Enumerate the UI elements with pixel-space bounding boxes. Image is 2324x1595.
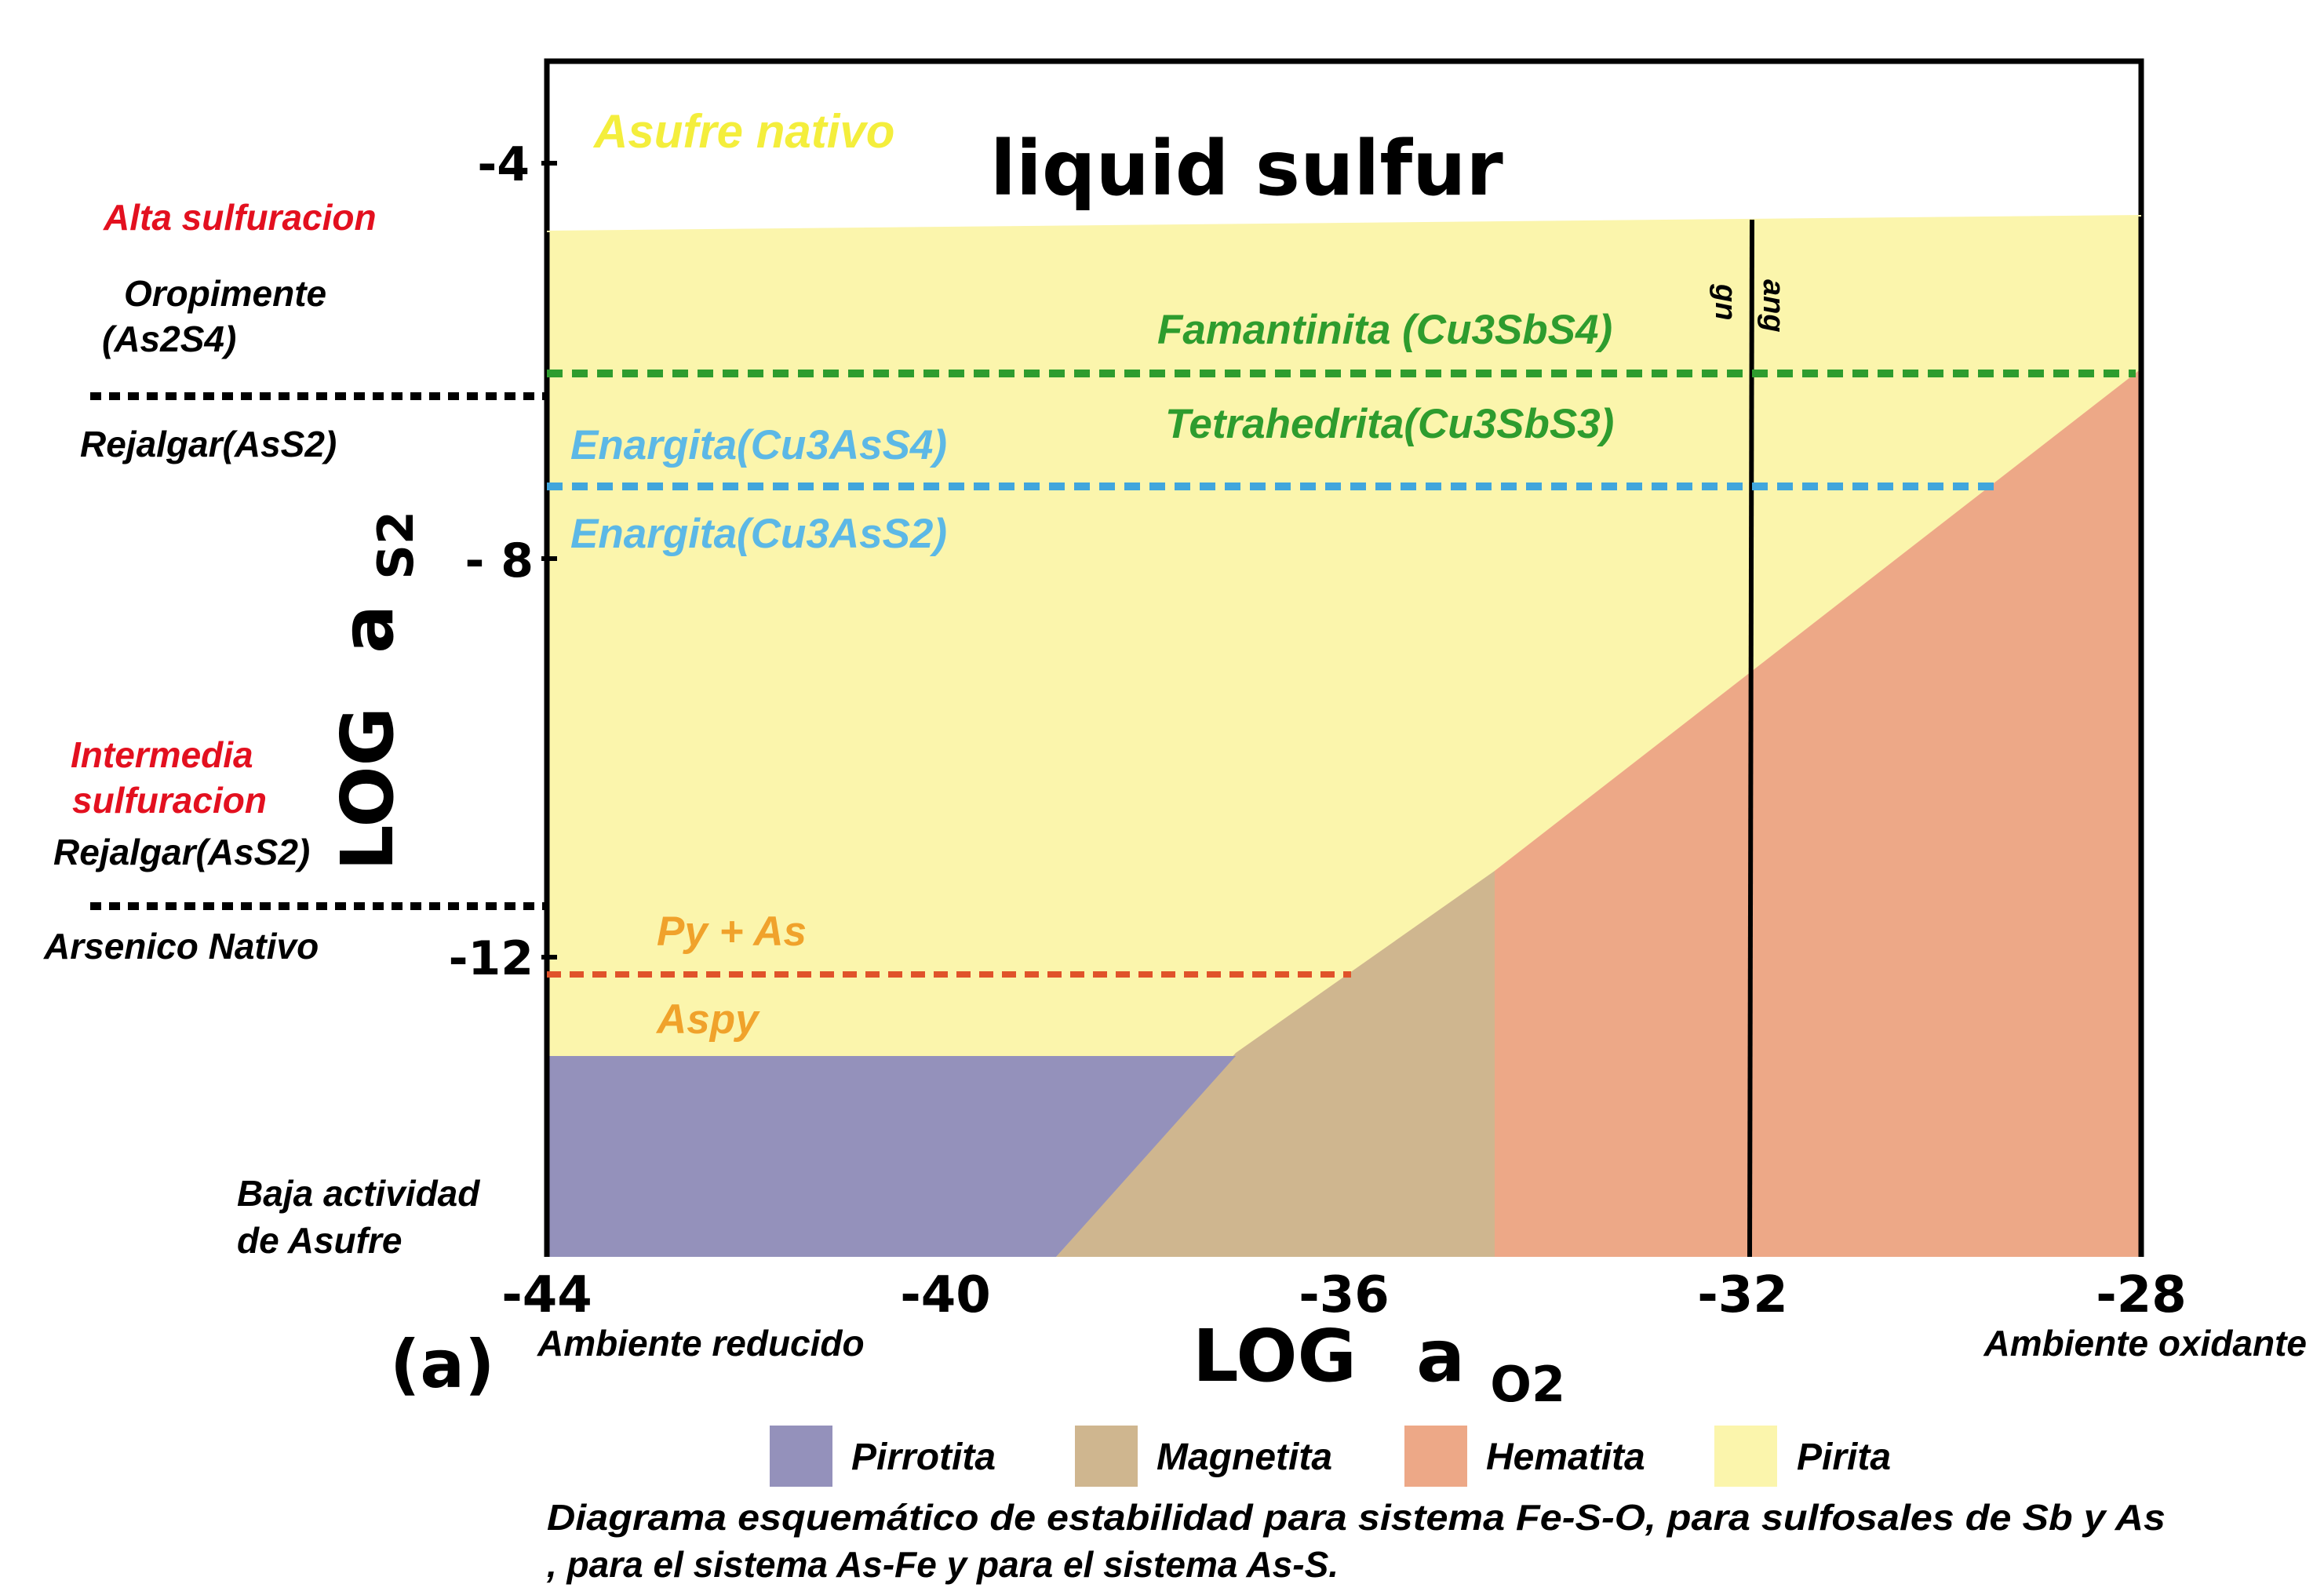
x-axis-log: LOG xyxy=(1193,1314,1357,1398)
x-tick-label: -32 xyxy=(1697,1266,1788,1324)
y-axis-var: a xyxy=(326,605,410,654)
y-tick-label: -4 xyxy=(477,137,530,192)
intermedia-label: Intermedia xyxy=(71,734,253,775)
y-axis-sub: S2 xyxy=(367,511,424,580)
oropimente-label: Oropimente xyxy=(124,273,326,314)
svg-text:LOG a S2: LOG a S2 xyxy=(326,511,424,871)
y-axis-title: LOG a S2 xyxy=(326,511,424,871)
svg-text:LOG a O2: LOG a O2 xyxy=(1193,1314,1565,1413)
ambiente-oxidante-label: Ambiente oxidante xyxy=(1983,1323,2307,1364)
alta-sulfuracion-label: Alta sulfuracion xyxy=(103,197,377,238)
pirrotita-field xyxy=(547,1056,1236,1257)
famantinita-label: Famantinita (Cu3SbS4) xyxy=(1157,307,1612,353)
py-as-label: Py + As xyxy=(657,909,807,955)
legend-swatch-hematita xyxy=(1404,1426,1467,1487)
y-tick-label: -12 xyxy=(449,931,534,986)
enargita-lower-label: Enargita(Cu3AsS2) xyxy=(570,511,947,557)
liquid-sulfur-label: liquid sulfur xyxy=(990,125,1503,213)
legend-magnetita-label: Magnetita xyxy=(1157,1437,1332,1478)
x-axis-title: LOG a O2 xyxy=(1193,1314,1565,1413)
ang-label: ang xyxy=(1757,279,1790,333)
enargita-upper-label: Enargita(Cu3AsS4) xyxy=(570,422,947,468)
x-axis-var: a xyxy=(1416,1314,1465,1398)
sulfuracion-label: sulfuracion xyxy=(72,780,267,821)
aspy-label: Aspy xyxy=(655,996,760,1043)
x-tick-label: -40 xyxy=(900,1266,991,1324)
x-axis-sub: O2 xyxy=(1490,1356,1565,1413)
tetrahedrita-label: Tetrahedrita(Cu3SbS3) xyxy=(1165,401,1614,447)
legend-swatch-pirrotita xyxy=(770,1426,832,1487)
x-tick-label: -28 xyxy=(2096,1266,2187,1324)
caption-line-1: Diagrama esquemático de estabilidad para… xyxy=(547,1497,2166,1538)
legend-pirita-label: Pirita xyxy=(1797,1437,1891,1478)
legend-swatch-magnetita xyxy=(1075,1426,1138,1487)
x-tick-label: -36 xyxy=(1299,1266,1390,1324)
y-axis-log: LOG xyxy=(326,707,410,871)
ambiente-reducido-label: Ambiente reducido xyxy=(537,1323,865,1364)
x-tick-label: -44 xyxy=(501,1266,592,1324)
de-asufre-label: de Asufre xyxy=(237,1220,402,1261)
liquid-sulfur-boundary xyxy=(546,215,2142,232)
legend-hematita-label: Hematita xyxy=(1486,1437,1645,1478)
panel-label: (a) xyxy=(390,1326,494,1403)
caption-line-2: , para el sistema As-Fe y para el sistem… xyxy=(546,1544,1339,1585)
rejalgar-mid-label: Rejalgar(AsS2) xyxy=(53,832,310,872)
hematita-field xyxy=(1495,369,2141,1257)
baja-actividad-label: Baja actividad xyxy=(237,1173,480,1214)
legend-pirrotita-label: Pirrotita xyxy=(851,1437,996,1478)
oropimente-formula-label: (As2S4) xyxy=(102,319,236,359)
plot-frame xyxy=(544,58,2144,1257)
y-tick-label: - 8 xyxy=(464,533,534,588)
liquid-sulfur-field xyxy=(547,63,2141,231)
magnetita-field xyxy=(1056,871,1495,1257)
legend-swatch-pirita xyxy=(1714,1426,1777,1487)
gn-ang-boundary-line xyxy=(1747,219,1754,1258)
asufre-nativo-label: Asufre nativo xyxy=(592,105,894,158)
arsenico-nativo-label: Arsenico Nativo xyxy=(43,926,319,967)
rejalgar-top-label: Rejalgar(AsS2) xyxy=(80,424,337,464)
gn-label: gn xyxy=(1709,283,1742,320)
